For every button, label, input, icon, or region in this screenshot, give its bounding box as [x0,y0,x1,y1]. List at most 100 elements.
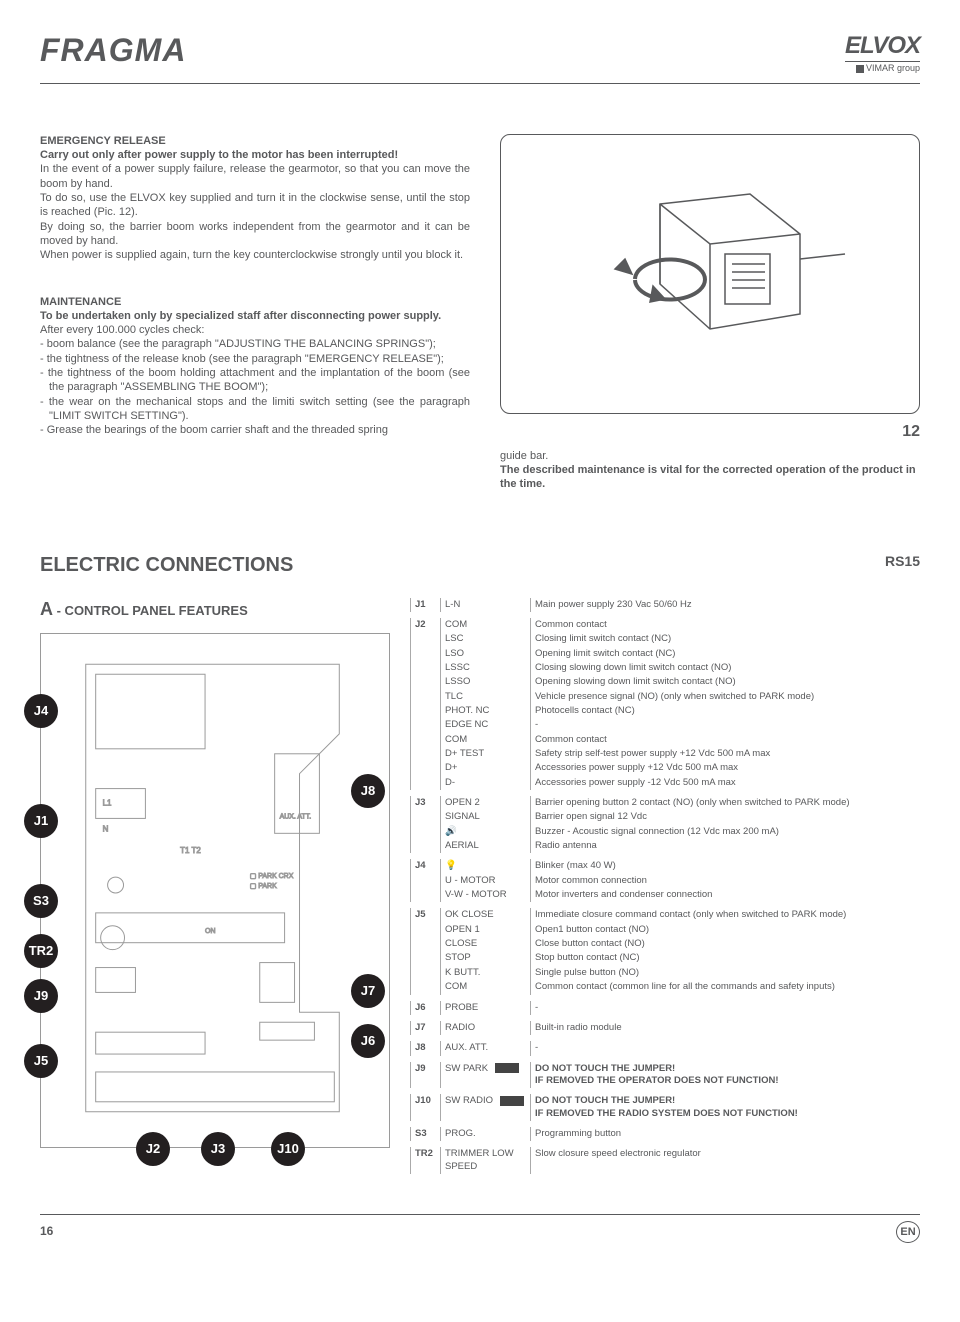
maintenance-section: MAINTENANCE To be undertaken only by spe… [40,295,470,438]
conn-signal: AERIAL [440,839,530,853]
figure-12-box [500,134,920,414]
conn-signal: COM [440,618,530,632]
conn-signal: LSO [440,647,530,661]
conn-ref [410,632,440,646]
conn-signal: LSSC [440,661,530,675]
svg-text:T1 T2: T1 T2 [180,846,201,855]
conn-signal: AUX. ATT. [440,1041,530,1055]
connector-label-j4: J4 [24,694,58,728]
note-line2: The described maintenance is vital for t… [500,464,916,490]
conn-signal: CLOSE [440,937,530,951]
conn-desc: Programming button [530,1127,920,1141]
language-badge: EN [896,1221,920,1243]
right-figure-column: 12 guide bar. The described maintenance … [500,134,920,492]
page-header: FRAGMA ELVOX VIMAR group [40,30,920,84]
conn-signal: L-N [440,598,530,612]
conn-desc: Opening slowing down limit switch contac… [530,675,920,689]
maintenance-title: MAINTENANCE [40,295,470,309]
conn-ref [410,825,440,839]
emergency-section: EMERGENCY RELEASE Carry out only after p… [40,134,470,263]
conn-signal: D- [440,776,530,790]
conn-ref [410,675,440,689]
conn-signal: D+ [440,761,530,775]
connector-label-tr2: TR2 [24,934,58,968]
connector-label-j10: J10 [271,1132,305,1166]
maintenance-item: Grease the bearings of the boom carrier … [40,423,470,437]
panel-column: A - CONTROL PANEL FEATURES T1 T [40,598,390,1174]
conn-signal: COM [440,980,530,994]
svg-text:L1: L1 [103,798,112,807]
conn-signal: SW PARK [440,1062,530,1089]
conn-desc: Stop button contact (NC) [530,951,920,965]
conn-signal: LSC [440,632,530,646]
left-text-column: EMERGENCY RELEASE Carry out only after p… [40,134,470,492]
panel-subtitle: A - CONTROL PANEL FEATURES [40,598,390,621]
brand-block: ELVOX VIMAR group [845,30,920,75]
conn-desc: Motor common connection [530,874,920,888]
product-title: FRAGMA [40,30,186,72]
conn-desc: Blinker (max 40 W) [530,859,920,873]
conn-signal: OK CLOSE [440,908,530,922]
conn-desc: Motor inverters and condenser connection [530,888,920,902]
jumper-icon [495,1063,519,1073]
page-number: 16 [40,1224,53,1240]
conn-desc: - [530,1041,920,1055]
conn-ref: J9 [410,1062,440,1089]
conn-desc: Main power supply 230 Vac 50/60 Hz [530,598,920,612]
svg-text:▢ PARK: ▢ PARK [250,883,277,890]
conn-desc: Photocells contact (NC) [530,704,920,718]
conn-ref [410,718,440,732]
conn-ref [410,980,440,994]
conn-ref [410,747,440,761]
page-footer: 16 EN [40,1214,920,1243]
conn-desc: Common contact [530,733,920,747]
svg-text:N: N [103,824,109,833]
conn-signal: STOP [440,951,530,965]
conn-ref [410,923,440,937]
connector-label-j1: J1 [24,804,58,838]
conn-signal: SIGNAL [440,810,530,824]
conn-ref: J5 [410,908,440,922]
electric-title-row: ELECTRIC CONNECTIONS RS15 [40,552,920,578]
conn-ref [410,761,440,775]
conn-desc: Common contact (common line for all the … [530,980,920,994]
conn-ref [410,776,440,790]
conn-ref: J8 [410,1041,440,1055]
conn-ref [410,704,440,718]
conn-desc: Barrier open signal 12 Vdc [530,810,920,824]
pcb-schematic-icon: T1 T2 ▢ PARK CRX ▢ PARK ON L1 N AUX. ATT… [41,634,389,1147]
conn-desc: Immediate closure command contact (only … [530,908,920,922]
brand-square-icon [856,65,864,73]
conn-signal: COM [440,733,530,747]
conn-desc: Slow closure speed electronic regulator [530,1147,920,1174]
connector-label-j3: J3 [201,1132,235,1166]
connector-label-j5: J5 [24,1044,58,1078]
conn-ref: J10 [410,1094,440,1121]
conn-signal: OPEN 1 [440,923,530,937]
connector-label-j9: J9 [24,979,58,1013]
conn-signal: LSSO [440,675,530,689]
right-note: guide bar. The described maintenance is … [500,449,920,492]
conn-signal: V-W - MOTOR [440,888,530,902]
content-row-1: EMERGENCY RELEASE Carry out only after p… [40,134,920,492]
jumper-icon [500,1096,524,1106]
conn-ref [410,874,440,888]
conn-signal: PHOT. NC [440,704,530,718]
connector-label-j2: J2 [136,1132,170,1166]
conn-desc: DO NOT TOUCH THE JUMPER!IF REMOVED THE R… [530,1094,920,1121]
figure-number: 12 [500,422,920,443]
conn-desc: Accessories power supply -12 Vdc 500 mA … [530,776,920,790]
brand-logo: ELVOX [845,30,920,61]
conn-desc: Barrier opening button 2 contact (NO) (o… [530,796,920,810]
svg-text:AUX. ATT.: AUX. ATT. [280,813,312,820]
conn-desc: Opening limit switch contact (NC) [530,647,920,661]
conn-ref [410,888,440,902]
conn-signal: 🔊 [440,825,530,839]
conn-signal: 💡 [440,859,530,873]
conn-signal: D+ TEST [440,747,530,761]
conn-signal: RADIO [440,1021,530,1035]
conn-desc: Vehicle presence signal (NO) (only when … [530,690,920,704]
conn-desc: Accessories power supply +12 Vdc 500 mA … [530,761,920,775]
conn-desc: DO NOT TOUCH THE JUMPER!IF REMOVED THE O… [530,1062,920,1089]
conn-desc: Common contact [530,618,920,632]
